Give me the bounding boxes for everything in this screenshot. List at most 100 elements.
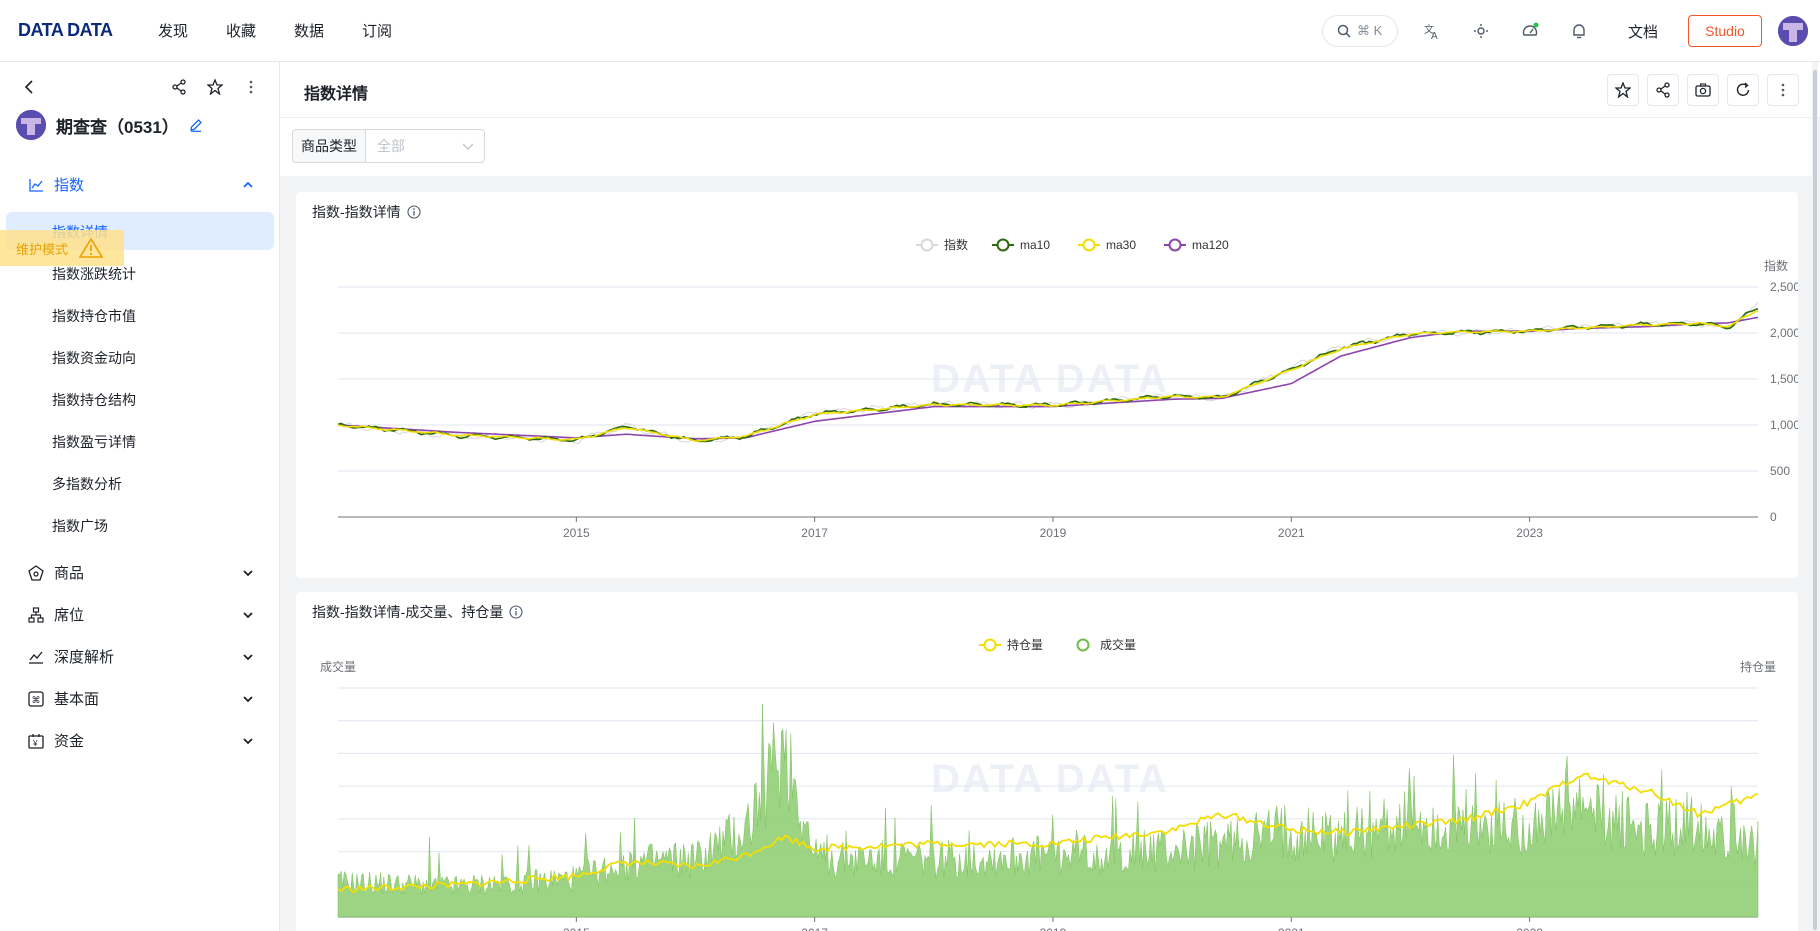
- sidebar-group-funds[interactable]: ¥ 资金: [28, 730, 84, 751]
- y-tick-label: 1,000: [1770, 418, 1798, 432]
- info-icon[interactable]: [509, 605, 523, 619]
- share-icon[interactable]: [168, 76, 190, 98]
- sidebar-header: 期查查（0531）: [16, 110, 203, 140]
- sidebar-item-index-position-value[interactable]: 指数持仓市值: [52, 308, 136, 324]
- x-tick-label: 2023: [1516, 926, 1543, 931]
- x-tick-label: 2023: [1516, 526, 1543, 540]
- legend-label: 持仓量: [1007, 637, 1043, 652]
- x-tick-label: 2017: [801, 926, 828, 931]
- command-icon: ⌘: [28, 690, 44, 707]
- search-button[interactable]: ⌘ K: [1322, 15, 1398, 47]
- edit-pencil-icon[interactable]: [189, 118, 203, 132]
- info-icon[interactable]: [407, 205, 421, 219]
- legend-label: ma10: [1020, 238, 1050, 252]
- x-tick-label: 2019: [1040, 926, 1067, 931]
- x-tick-label: 2015: [563, 926, 590, 931]
- chart-title-text: 指数-指数详情-成交量、持仓量: [312, 604, 504, 620]
- theme-sun-icon[interactable]: [1470, 20, 1492, 42]
- page-title: 指数详情: [304, 86, 369, 103]
- favorite-button[interactable]: [1607, 74, 1639, 106]
- chart-title: 指数-指数详情-成交量、持仓量: [312, 602, 523, 622]
- page-header: 指数详情: [280, 62, 1820, 118]
- nav-favorites[interactable]: 收藏: [226, 23, 257, 40]
- share-icon: [1656, 82, 1670, 98]
- user-avatar[interactable]: [1778, 16, 1808, 46]
- sidebar-item-index-position-structure[interactable]: 指数持仓结构: [52, 392, 136, 408]
- chevron-down-icon[interactable]: [241, 566, 255, 580]
- sidebar-group-label: 资金: [54, 733, 85, 750]
- legend-marker: [920, 238, 934, 252]
- product-title: 期查查（0531）: [56, 117, 179, 137]
- nav-subscribe[interactable]: 订阅: [362, 23, 393, 40]
- product-avatar: [16, 110, 46, 140]
- sidebar-group-label: 深度解析: [54, 649, 115, 666]
- legend-label: ma30: [1106, 238, 1136, 252]
- sidebar-group-label: 商品: [54, 565, 85, 582]
- more-vertical-icon[interactable]: [240, 76, 262, 98]
- chevron-down-icon[interactable]: [241, 650, 255, 664]
- x-tick-label: 2021: [1278, 526, 1305, 540]
- y-tick-label: 1,500: [1770, 372, 1798, 386]
- screenshot-button[interactable]: [1687, 74, 1719, 106]
- sidebar-item-index-pnl[interactable]: 指数盈亏详情: [52, 434, 136, 450]
- bell-icon[interactable]: [1568, 20, 1590, 42]
- sidebar-item-index-fund-flow[interactable]: 指数资金动向: [52, 350, 136, 366]
- y-tick-label: 500: [1770, 464, 1790, 478]
- calendar-money-icon: ¥: [28, 733, 44, 749]
- chart-title: 指数-指数详情: [312, 202, 421, 222]
- sidebar-item-multi-index[interactable]: 多指数分析: [52, 476, 122, 492]
- legend-item: ma120: [1164, 238, 1229, 252]
- volume-position-chart[interactable]: DATA DATA成交量持仓量20152017201920212023持仓量成交…: [296, 592, 1798, 931]
- nav-data[interactable]: 数据: [294, 23, 325, 40]
- series-area-成交量: [337, 703, 1759, 918]
- speed-dashboard-icon[interactable]: [1519, 20, 1541, 42]
- legend-label: ma120: [1192, 238, 1229, 252]
- refresh-icon: [1736, 82, 1750, 96]
- series-line-ma30: [337, 310, 1759, 443]
- chevron-up-icon[interactable]: [241, 178, 255, 192]
- star-icon[interactable]: [204, 76, 226, 98]
- commodity-type-select[interactable]: 全部: [365, 129, 485, 163]
- legend-marker: [1168, 238, 1182, 252]
- y-tick-label: 0: [1770, 510, 1777, 524]
- search-icon: [1337, 24, 1351, 38]
- sidebar-group-commodity[interactable]: 商品: [28, 562, 84, 583]
- datadata-logo[interactable]: DATA DATA: [18, 20, 113, 40]
- x-tick-label: 2015: [563, 526, 590, 540]
- sidebar-group-deep-analysis[interactable]: 深度解析: [28, 646, 114, 667]
- chevron-down-icon[interactable]: [241, 692, 255, 706]
- chevron-down-icon: [462, 143, 474, 150]
- legend-item: ma30: [1078, 238, 1136, 252]
- sidebar-group-fundamentals[interactable]: ⌘ 基本面: [28, 688, 99, 709]
- chevron-down-icon[interactable]: [241, 734, 255, 748]
- nav-discover[interactable]: 发现: [158, 23, 189, 40]
- chevron-down-icon[interactable]: [241, 608, 255, 622]
- star-icon: [1615, 82, 1631, 98]
- docs-link[interactable]: 文档: [1628, 24, 1659, 41]
- trend-icon: [29, 651, 43, 664]
- more-button[interactable]: [1767, 74, 1799, 106]
- share-button[interactable]: [1647, 74, 1679, 106]
- select-value: 全部: [377, 138, 405, 154]
- line-chart-icon: [29, 178, 43, 192]
- svg-text:文: 文: [1424, 23, 1434, 36]
- sidebar-item-index-square[interactable]: 指数广场: [52, 518, 108, 534]
- commodity-icon: [28, 564, 44, 581]
- filter-label-commodity-type: 商品类型: [292, 129, 366, 163]
- series-line-持仓量: [337, 772, 1759, 894]
- scrollbar-thumb[interactable]: [1813, 70, 1817, 930]
- volume-chart-card: 指数-指数详情-成交量、持仓量 DATA DATA成交量持仓量201520172…: [296, 592, 1798, 931]
- svg-text:¥: ¥: [32, 739, 38, 748]
- more-vertical-icon: [1781, 83, 1785, 97]
- sidebar-item-index-stats[interactable]: 指数涨跌统计: [52, 266, 136, 282]
- sidebar-group-index[interactable]: 指数: [28, 174, 84, 195]
- studio-button[interactable]: Studio: [1688, 15, 1762, 47]
- sidebar-group-label: 基本面: [54, 691, 100, 708]
- sidebar-group-seats[interactable]: 席位: [28, 604, 84, 625]
- legend-marker: [996, 238, 1010, 252]
- refresh-button[interactable]: [1727, 74, 1759, 106]
- back-arrow-icon[interactable]: [18, 76, 40, 98]
- legend-label: 成交量: [1100, 637, 1136, 652]
